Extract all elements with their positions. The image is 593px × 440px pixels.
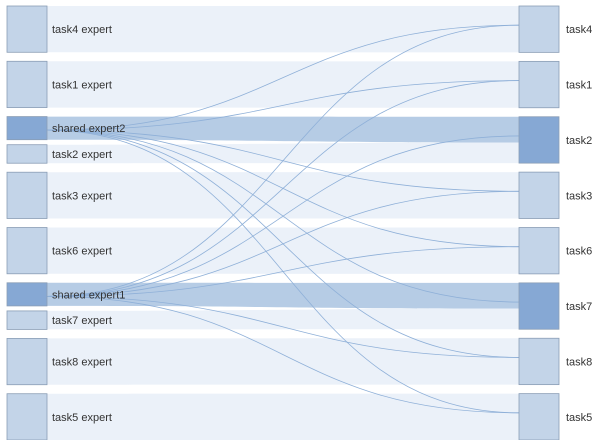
target-label-t_task6: task6 <box>566 246 592 258</box>
source-label-s_shared1: shared expert1 <box>52 289 125 301</box>
source-node-s_task1 <box>6 60 48 108</box>
target-node-t_task2 <box>518 116 560 164</box>
link-s_task4-t_task4 <box>47 6 519 53</box>
link-s_task7-t_task7 <box>47 308 519 330</box>
node-labels: task4 expert task1 expert shared expert2 ta… <box>52 24 592 424</box>
target-label-t_task8: task8 <box>566 356 592 368</box>
link-s_task1-t_task1 <box>47 61 519 108</box>
target-label-t_task2: task2 <box>566 135 592 147</box>
source-node-s_shared2 <box>6 116 48 141</box>
source-label-s_task4: task4 expert <box>52 24 112 36</box>
target-node-t_task4 <box>518 5 560 53</box>
source-node-s_task7 <box>6 310 48 330</box>
source-node-s_task4 <box>6 5 48 53</box>
target-label-t_task3: task3 <box>566 190 592 202</box>
source-label-s_task6: task6 expert <box>52 246 112 258</box>
link-s_task2-t_task2 <box>47 142 519 164</box>
target-label-t_task7: task7 <box>566 301 592 313</box>
target-node-t_task3 <box>518 171 560 219</box>
link-s_task6-t_task6 <box>47 227 519 274</box>
link-s_shared2-t_task4 <box>46 24 520 131</box>
source-node-s_task8 <box>6 338 48 386</box>
link-s_shared1-t_task6 <box>46 246 520 297</box>
source-label-s_task2: task2 expert <box>52 149 112 161</box>
target-label-t_task1: task1 <box>566 80 592 92</box>
source-node-s_shared1 <box>6 282 48 307</box>
link-s_task5-t_task5 <box>47 393 519 440</box>
band-links <box>47 6 519 440</box>
source-node-s_task5 <box>6 393 48 440</box>
target-node-t_task5 <box>518 393 560 440</box>
link-s_shared1-t_task3 <box>46 190 520 297</box>
source-label-s_task5: task5 expert <box>52 412 112 424</box>
source-label-s_task8: task8 expert <box>52 357 112 369</box>
link-s_shared1-t_task7 <box>47 282 519 309</box>
link-s_task3-t_task3 <box>47 172 519 219</box>
target-label-t_task5: task5 <box>566 412 592 424</box>
target-node-t_task7 <box>518 282 560 330</box>
link-s_shared1-t_task4 <box>46 24 520 297</box>
link-s_shared2-t_task2 <box>47 116 519 143</box>
source-node-s_task6 <box>6 227 48 275</box>
source-node-s_task2 <box>6 144 48 164</box>
link-s_shared1-t_task5 <box>46 295 520 414</box>
source-label-s_shared2: shared expert2 <box>52 123 125 135</box>
link-s_shared1-t_task1 <box>46 80 520 297</box>
target-label-t_task4: task4 <box>566 24 592 36</box>
link-s_shared2-t_task1 <box>46 80 520 131</box>
source-label-s_task3: task3 expert <box>52 190 112 202</box>
thin-links <box>46 24 520 414</box>
nodes <box>6 5 560 440</box>
source-node-s_task3 <box>6 171 48 219</box>
target-node-t_task1 <box>518 60 560 109</box>
link-s_shared1-t_task8 <box>46 295 520 358</box>
link-s_shared1-t_task2 <box>46 135 520 297</box>
target-node-t_task6 <box>518 227 560 275</box>
source-label-s_task7: task7 expert <box>52 315 112 327</box>
target-node-t_task8 <box>518 337 560 386</box>
source-label-s_task1: task1 expert <box>52 79 112 91</box>
link-s_task8-t_task8 <box>47 338 519 385</box>
